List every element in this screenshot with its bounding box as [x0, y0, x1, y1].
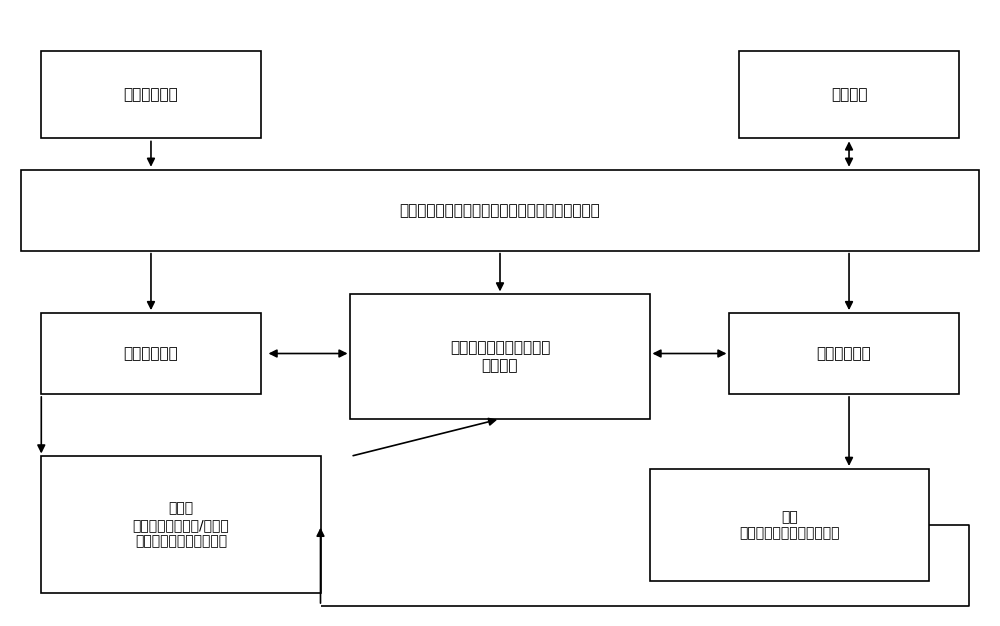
Text: 电机驱动模块: 电机驱动模块: [817, 346, 871, 361]
Text: 充电电池: 充电电池: [831, 88, 867, 103]
Text: 太阳能电池板: 太阳能电池板: [124, 88, 178, 103]
FancyBboxPatch shape: [41, 313, 261, 394]
FancyBboxPatch shape: [739, 51, 959, 138]
Text: 无线通信模块: 无线通信模块: [124, 346, 178, 361]
FancyBboxPatch shape: [41, 51, 261, 138]
FancyBboxPatch shape: [729, 313, 959, 394]
Text: 电机
（轮毂、升降、倾角调节）: 电机 （轮毂、升降、倾角调节）: [739, 510, 839, 540]
FancyBboxPatch shape: [350, 294, 650, 419]
Text: 电源管理模块，协调电池充电及电池给各部件供电: 电源管理模块，协调电池充电及电池给各部件供电: [400, 203, 600, 218]
FancyBboxPatch shape: [650, 469, 929, 581]
FancyBboxPatch shape: [41, 456, 320, 593]
Text: 数据采集处理及电机控制
微处理器: 数据采集处理及电机控制 微处理器: [450, 341, 550, 373]
FancyBboxPatch shape: [21, 170, 979, 250]
Text: 传感器
（自动导引，电压/电流，
升降，倾斜角，温度等）: 传感器 （自动导引，电压/电流， 升降，倾斜角，温度等）: [133, 501, 229, 548]
